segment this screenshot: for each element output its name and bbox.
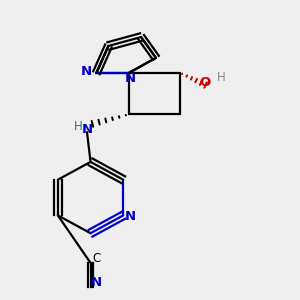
Text: O: O bbox=[200, 76, 211, 89]
Text: N: N bbox=[80, 65, 92, 78]
Text: N: N bbox=[125, 72, 136, 85]
Text: C: C bbox=[92, 252, 101, 265]
Text: H: H bbox=[217, 71, 226, 84]
Text: H: H bbox=[74, 120, 83, 133]
Text: N: N bbox=[81, 123, 93, 136]
Text: N: N bbox=[125, 210, 136, 224]
Text: N: N bbox=[91, 276, 102, 289]
